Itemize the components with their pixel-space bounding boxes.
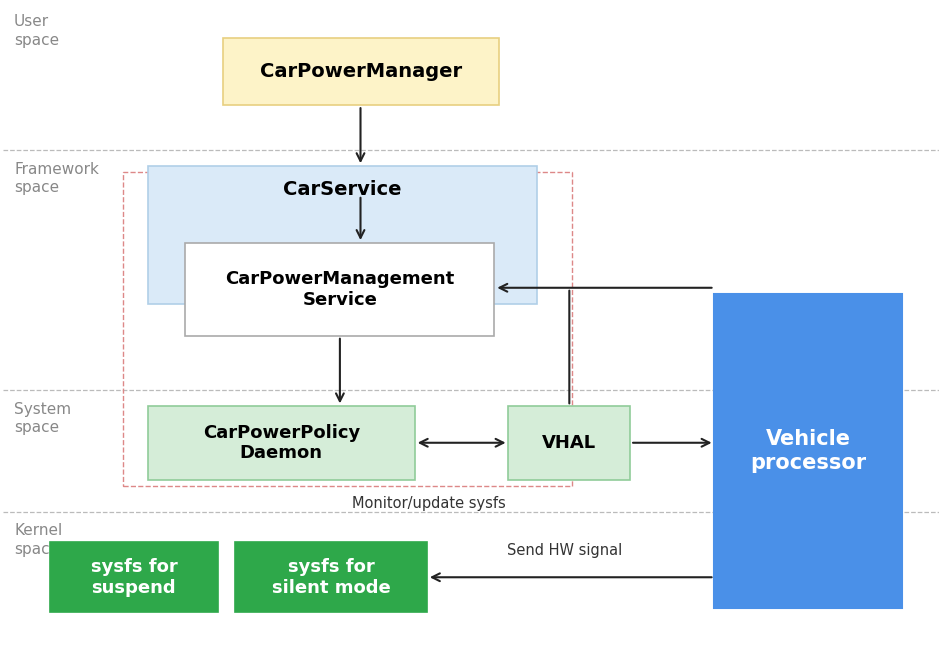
FancyBboxPatch shape [148,166,537,304]
FancyBboxPatch shape [148,406,414,480]
Text: Send HW signal: Send HW signal [507,543,623,558]
Text: Monitor/update sysfs: Monitor/update sysfs [352,496,506,511]
FancyBboxPatch shape [50,542,219,612]
Text: System
space: System space [14,402,72,435]
Text: CarService: CarService [283,180,401,199]
Text: sysfs for
silent mode: sysfs for silent mode [271,558,390,597]
Text: VHAL: VHAL [543,434,596,452]
Text: CarPowerManagement
Service: CarPowerManagement Service [225,270,455,309]
FancyBboxPatch shape [235,542,427,612]
Text: sysfs for
suspend: sysfs for suspend [90,558,177,597]
Text: CarPowerPolicy
Daemon: CarPowerPolicy Daemon [203,424,360,463]
Text: CarPowerManager: CarPowerManager [260,62,462,81]
Text: Vehicle
processor: Vehicle processor [750,430,867,473]
FancyBboxPatch shape [509,406,630,480]
FancyBboxPatch shape [714,294,901,608]
Text: Kernel
space: Kernel space [14,523,62,557]
Text: User
space: User space [14,14,59,48]
Text: Framework
space: Framework space [14,162,99,195]
FancyBboxPatch shape [223,38,499,105]
FancyBboxPatch shape [186,243,495,336]
Bar [122,172,572,486]
